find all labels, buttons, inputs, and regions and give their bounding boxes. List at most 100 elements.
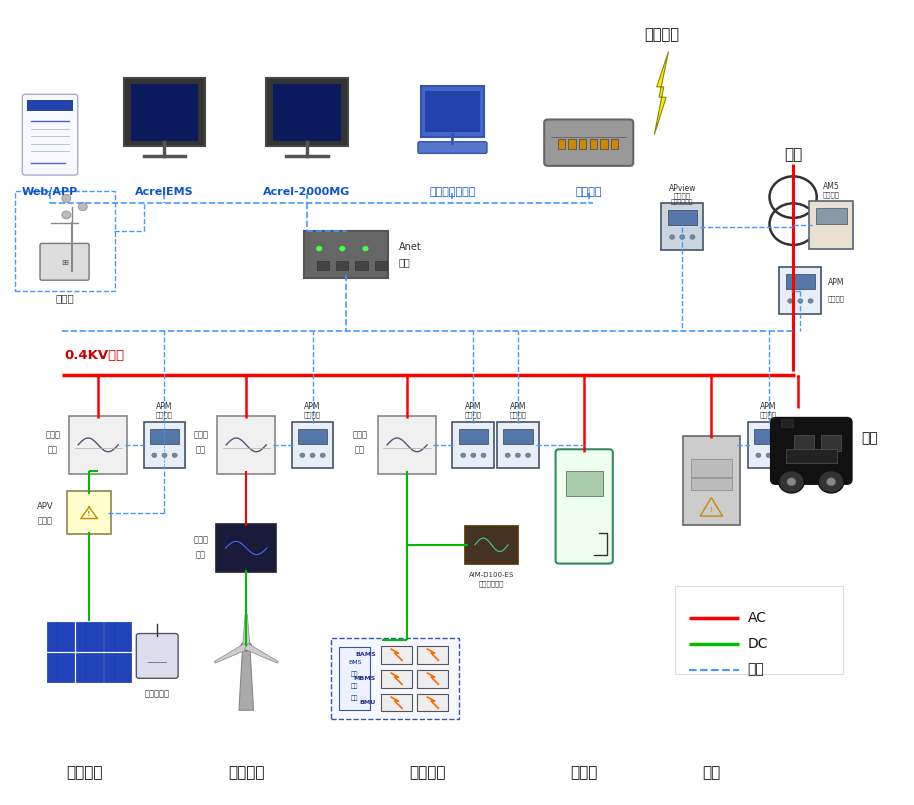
Text: 在线监测装置: 在线监测装置 xyxy=(671,200,694,205)
FancyBboxPatch shape xyxy=(378,416,436,473)
Circle shape xyxy=(240,642,251,651)
Circle shape xyxy=(798,299,802,303)
Text: 系统: 系统 xyxy=(351,696,358,701)
FancyBboxPatch shape xyxy=(662,204,703,250)
Text: 储能变: 储能变 xyxy=(352,431,367,440)
Text: 风电系统: 风电系统 xyxy=(228,765,264,780)
Text: 流器: 流器 xyxy=(355,445,365,454)
FancyBboxPatch shape xyxy=(47,621,74,651)
FancyBboxPatch shape xyxy=(691,459,731,477)
Text: APM: APM xyxy=(156,402,173,411)
Circle shape xyxy=(310,453,315,457)
FancyBboxPatch shape xyxy=(22,94,78,175)
Bar xyxy=(590,138,597,149)
Circle shape xyxy=(776,453,781,457)
FancyBboxPatch shape xyxy=(754,429,783,444)
Text: 变器: 变器 xyxy=(48,445,58,454)
FancyBboxPatch shape xyxy=(418,142,487,154)
FancyBboxPatch shape xyxy=(150,429,179,444)
Text: AM5: AM5 xyxy=(823,183,840,192)
FancyBboxPatch shape xyxy=(418,670,449,687)
Bar xyxy=(317,261,329,270)
FancyBboxPatch shape xyxy=(76,653,102,683)
FancyBboxPatch shape xyxy=(69,416,127,473)
Circle shape xyxy=(515,453,520,457)
Text: BMS: BMS xyxy=(348,660,362,665)
Text: 光伏优化器: 光伏优化器 xyxy=(144,690,170,699)
FancyBboxPatch shape xyxy=(771,419,851,484)
Text: 风电逆: 风电逆 xyxy=(194,431,208,440)
Text: AcrelEMS: AcrelEMS xyxy=(135,187,194,196)
Circle shape xyxy=(779,471,804,493)
FancyBboxPatch shape xyxy=(544,119,633,166)
Polygon shape xyxy=(239,646,253,710)
Text: 汇流箱: 汇流箱 xyxy=(38,516,53,526)
Circle shape xyxy=(690,235,695,239)
Circle shape xyxy=(766,453,771,457)
Circle shape xyxy=(339,246,345,251)
FancyBboxPatch shape xyxy=(810,200,853,250)
Bar xyxy=(375,261,388,270)
FancyBboxPatch shape xyxy=(781,419,793,427)
Text: APview: APview xyxy=(668,184,696,193)
FancyBboxPatch shape xyxy=(780,267,822,314)
FancyBboxPatch shape xyxy=(331,638,459,719)
Circle shape xyxy=(162,453,167,457)
Text: 交流计量: 交流计量 xyxy=(828,295,845,302)
FancyBboxPatch shape xyxy=(40,243,89,280)
Text: !: ! xyxy=(710,507,713,514)
FancyBboxPatch shape xyxy=(131,85,198,141)
FancyBboxPatch shape xyxy=(667,210,697,225)
Text: 调度中心: 调度中心 xyxy=(643,27,679,42)
Bar xyxy=(558,138,565,149)
FancyBboxPatch shape xyxy=(794,435,814,451)
FancyBboxPatch shape xyxy=(420,86,484,137)
Polygon shape xyxy=(244,643,278,663)
Text: !: ! xyxy=(88,511,90,518)
FancyBboxPatch shape xyxy=(381,646,412,663)
FancyBboxPatch shape xyxy=(292,422,334,468)
Circle shape xyxy=(300,453,305,457)
FancyBboxPatch shape xyxy=(218,416,275,473)
Text: 交流计量: 交流计量 xyxy=(760,411,777,418)
Bar xyxy=(579,138,586,149)
Circle shape xyxy=(152,453,157,457)
Bar xyxy=(569,138,576,149)
FancyBboxPatch shape xyxy=(691,478,731,490)
FancyBboxPatch shape xyxy=(298,429,327,444)
Circle shape xyxy=(787,478,796,485)
FancyBboxPatch shape xyxy=(822,435,841,451)
Text: 管理: 管理 xyxy=(351,683,358,689)
FancyBboxPatch shape xyxy=(418,694,449,712)
Text: ⊞: ⊞ xyxy=(61,258,68,267)
FancyBboxPatch shape xyxy=(217,523,276,572)
Text: APV: APV xyxy=(37,502,54,511)
Circle shape xyxy=(320,453,325,457)
Circle shape xyxy=(788,299,792,303)
Text: 制器: 制器 xyxy=(196,550,206,559)
FancyBboxPatch shape xyxy=(339,646,370,710)
Text: 电网: 电网 xyxy=(784,147,802,162)
Circle shape xyxy=(505,453,510,457)
Text: DC: DC xyxy=(748,637,768,651)
Text: Acrel-2000MG: Acrel-2000MG xyxy=(263,187,351,196)
Circle shape xyxy=(79,203,87,211)
Text: 气象站: 气象站 xyxy=(55,293,74,303)
FancyBboxPatch shape xyxy=(76,621,102,651)
FancyBboxPatch shape xyxy=(47,653,74,683)
FancyBboxPatch shape xyxy=(675,586,843,675)
Circle shape xyxy=(526,453,531,457)
Circle shape xyxy=(756,453,761,457)
FancyBboxPatch shape xyxy=(304,231,388,278)
Text: AC: AC xyxy=(748,611,767,625)
FancyBboxPatch shape xyxy=(381,670,412,687)
Circle shape xyxy=(808,299,813,303)
Circle shape xyxy=(670,235,675,239)
Text: APM: APM xyxy=(510,402,526,411)
FancyBboxPatch shape xyxy=(273,85,341,141)
Text: 交流计量: 交流计量 xyxy=(156,411,173,418)
FancyBboxPatch shape xyxy=(27,100,73,111)
Text: 储能系统: 储能系统 xyxy=(409,765,446,780)
Text: 通讯: 通讯 xyxy=(748,663,764,676)
Text: APM: APM xyxy=(465,402,482,411)
